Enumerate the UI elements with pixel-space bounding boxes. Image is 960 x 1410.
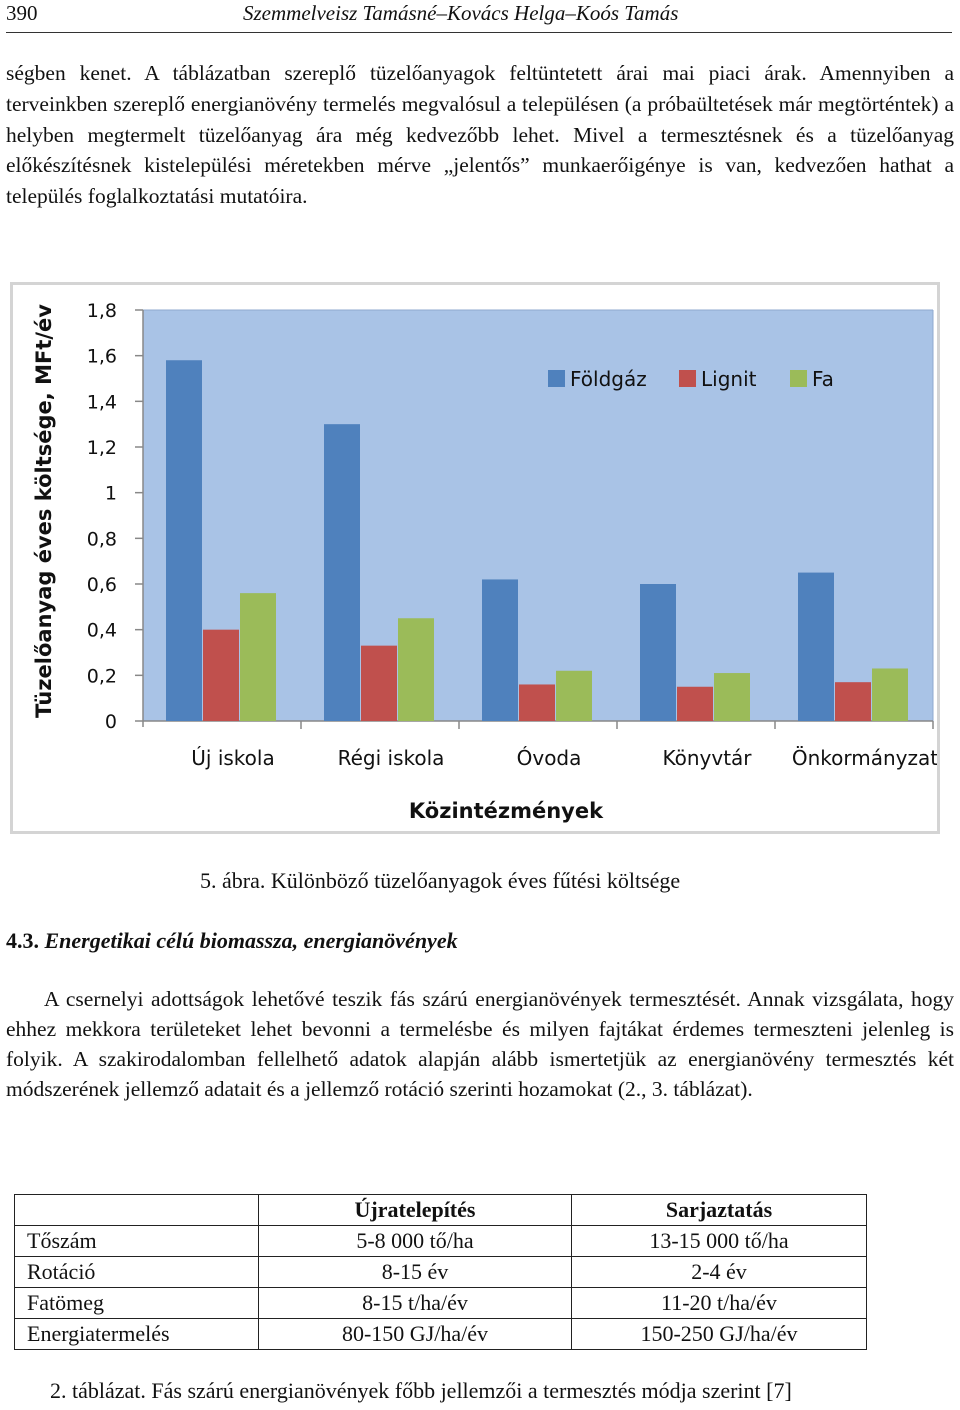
bar-fa-3 (556, 670, 592, 721)
bar-lignit-2 (361, 645, 397, 721)
x-axis-title: Közintézmények (409, 799, 604, 823)
legend-swatch-fa (790, 370, 807, 387)
legend-swatch-földgáz (548, 370, 565, 387)
x-category-label: Önkormányzat (792, 746, 937, 770)
bar-fa-2 (398, 618, 434, 721)
bar-fa-1 (240, 593, 276, 721)
bar-lignit-5 (835, 682, 871, 721)
table-header-cell (14, 1194, 259, 1226)
y-tick-label: 0,2 (87, 665, 117, 687)
bar-lignit-1 (203, 629, 239, 721)
section-title: Energetikai célú biomassza, energianövén… (44, 928, 458, 953)
figure-caption: 5. ábra. Különböző tüzelőanyagok éves fű… (200, 868, 681, 893)
bar-földgáz-5 (798, 572, 834, 721)
y-tick-label: 0 (105, 711, 117, 733)
body-paragraph-2: A csernelyi adottságok lehetővé teszik f… (6, 987, 954, 1101)
table-cell: 8-15 év (258, 1256, 572, 1288)
body-paragraph-1: ségben kenet. A táblázatban szereplő tüz… (6, 61, 954, 209)
legend-label-földgáz: Földgáz (570, 367, 647, 391)
table-row: Energiatermelés 80-150 GJ/ha/év 150-250 … (14, 1318, 867, 1350)
bar-földgáz-4 (640, 584, 676, 721)
bar-chart: 0 0,2 0,4 0,6 0,8 1 1,2 1,4 1,6 1,8 Új iskola Régi … (10, 282, 940, 834)
table-caption: 2. táblázat. Fás szárú energianövények f… (50, 1378, 792, 1403)
bar-földgáz-1 (166, 360, 202, 721)
page-number: 390 (6, 1, 38, 25)
table-cell: 13-15 000 tő/ha (571, 1225, 867, 1257)
y-tick-label: 0,6 (87, 574, 117, 596)
table-cell: Energiatermelés (14, 1318, 259, 1350)
table-header-row: Újratelepítés Sarjaztatás (14, 1194, 867, 1226)
bar-földgáz-2 (324, 424, 360, 721)
table-cell: Rotáció (14, 1256, 259, 1288)
running-header-authors: Szemmelveisz Tamásné–Kovács Helga–Koós T… (243, 1, 679, 25)
y-tick-label: 1,8 (87, 300, 117, 322)
table-row: Fatömeg 8-15 t/ha/év 11-20 t/ha/év (14, 1287, 867, 1319)
bar-lignit-3 (519, 684, 555, 721)
table-cell: 8-15 t/ha/év (258, 1287, 572, 1319)
section-heading: 4.3. Energetikai célú biomassza, energia… (6, 928, 458, 954)
legend-swatch-lignit (679, 370, 696, 387)
table-row: Rotáció 8-15 év 2-4 év (14, 1256, 867, 1288)
y-tick-label: 0,4 (87, 620, 117, 642)
table-header-cell: Sarjaztatás (571, 1194, 867, 1226)
table-cell: 150-250 GJ/ha/év (571, 1318, 867, 1350)
table-cell: 5-8 000 tő/ha (258, 1225, 572, 1257)
chart-svg: 0 0,2 0,4 0,6 0,8 1 1,2 1,4 1,6 1,8 Új iskola Régi … (32, 300, 937, 823)
table-cell: 80-150 GJ/ha/év (258, 1318, 572, 1350)
y-tick-label: 1 (105, 483, 117, 505)
page-header: 390 Szemmelveisz Tamásné–Kovács Helga–Ko… (6, 0, 952, 33)
legend-label-fa: Fa (812, 367, 834, 391)
x-category-label: Könyvtár (662, 746, 752, 770)
table-cell: 2-4 év (571, 1256, 867, 1288)
x-category-label: Óvoda (517, 746, 582, 770)
bar-fa-4 (714, 673, 750, 721)
table-cell: Fatömeg (14, 1287, 259, 1319)
y-tick-label: 1,4 (87, 391, 117, 413)
table-cell: Tőszám (14, 1225, 259, 1257)
table-row: Tőszám 5-8 000 tő/ha 13-15 000 tő/ha (14, 1225, 867, 1257)
y-tick-label: 1,2 (87, 437, 117, 459)
properties-table: Újratelepítés Sarjaztatás Tőszám 5-8 000… (14, 1194, 867, 1350)
bar-fa-5 (872, 668, 908, 721)
table-cell: 11-20 t/ha/év (571, 1287, 867, 1319)
bar-földgáz-3 (482, 579, 518, 721)
y-axis-title: Tüzelőanyag éves költsége, MFt/év (32, 304, 56, 718)
x-category-label: Új iskola (191, 746, 274, 770)
x-category-label: Régi iskola (338, 746, 445, 770)
bar-lignit-4 (677, 686, 713, 721)
y-tick-label: 0,8 (87, 528, 117, 550)
y-tick-label: 1,6 (87, 346, 117, 368)
table-header-cell: Újratelepítés (258, 1194, 572, 1226)
section-number: 4.3. (6, 928, 39, 953)
legend-label-lignit: Lignit (701, 367, 757, 391)
